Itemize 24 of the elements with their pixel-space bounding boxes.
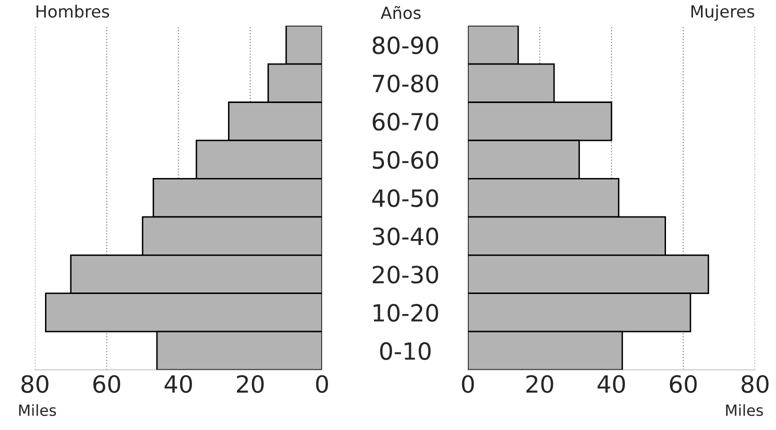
y-tick-label: 40-50 [372,189,438,208]
x-tick-label: 0 [462,375,474,393]
x-tick-label: 20 [236,375,264,393]
y-tick-label: 50-60 [372,151,438,169]
x-tick-label: 80 [742,375,768,393]
chart-title: Mujeres [691,4,754,21]
x-tick-label: 40 [164,375,192,393]
y-tick-label: 30-40 [372,227,438,246]
x-tick-label: 0 [316,375,328,393]
x-tick-label: 60 [93,375,120,393]
x-axis-title: Miles [726,404,763,416]
y-tick-label: 60-70 [372,112,438,131]
y-tick-label: 10-20 [374,304,438,322]
y-axis-title: Años [380,6,421,20]
y-tick-label: 0-10 [380,342,431,360]
x-tick-label: 60 [670,375,697,393]
x-tick-label: 40 [598,375,625,393]
y-tick-label: 20-30 [372,266,438,284]
x-tick-label: 80 [22,375,48,393]
chart-title: Hombres [36,4,110,18]
y-tick-label: 80-90 [372,36,438,54]
x-axis-title: Miles [19,404,56,416]
y-tick-label: 70-80 [373,74,438,92]
x-tick-label: 20 [526,375,554,393]
